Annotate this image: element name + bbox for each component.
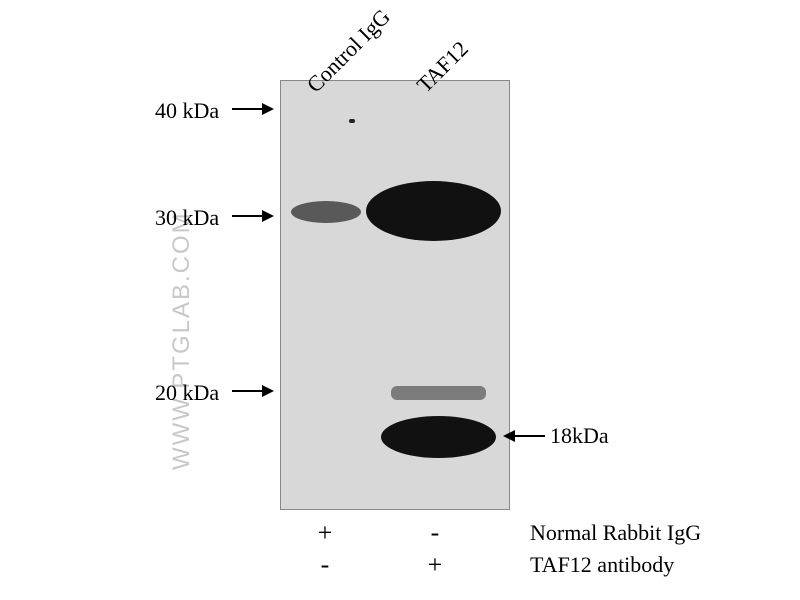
figure-container: WWW.PTGLAB.COM Control IgG TAF12 40 kDa … bbox=[0, 0, 800, 600]
watermark-text: WWW.PTGLAB.COM bbox=[168, 211, 196, 470]
target-18kda-label: 18kDa bbox=[550, 423, 609, 449]
mw-30kda-label: 30 kDa bbox=[155, 205, 219, 231]
mw-20kda-label: 20 kDa bbox=[155, 380, 219, 406]
cond-r1-label: Normal Rabbit IgG bbox=[530, 520, 701, 546]
mw-40kda-text: 40 kDa bbox=[155, 98, 219, 123]
band-control-30kda bbox=[291, 201, 361, 223]
cond-r2-lane1: - bbox=[310, 550, 340, 580]
band-taf12-18kda bbox=[381, 416, 496, 458]
band-taf12-30kda bbox=[366, 181, 501, 241]
mw-40kda-label: 40 kDa bbox=[155, 98, 219, 124]
mw-30kda-text: 30 kDa bbox=[155, 205, 219, 230]
cond-r2-label: TAF12 antibody bbox=[530, 552, 674, 578]
cond-r1-lane2: - bbox=[420, 518, 450, 548]
cond-r1-lane1: + bbox=[310, 518, 340, 548]
blot-membrane bbox=[280, 80, 510, 510]
mw-20kda-text: 20 kDa bbox=[155, 380, 219, 405]
band-taf12-20kda bbox=[391, 386, 486, 400]
artifact-speck bbox=[349, 119, 355, 123]
cond-r2-lane2: + bbox=[420, 550, 450, 580]
